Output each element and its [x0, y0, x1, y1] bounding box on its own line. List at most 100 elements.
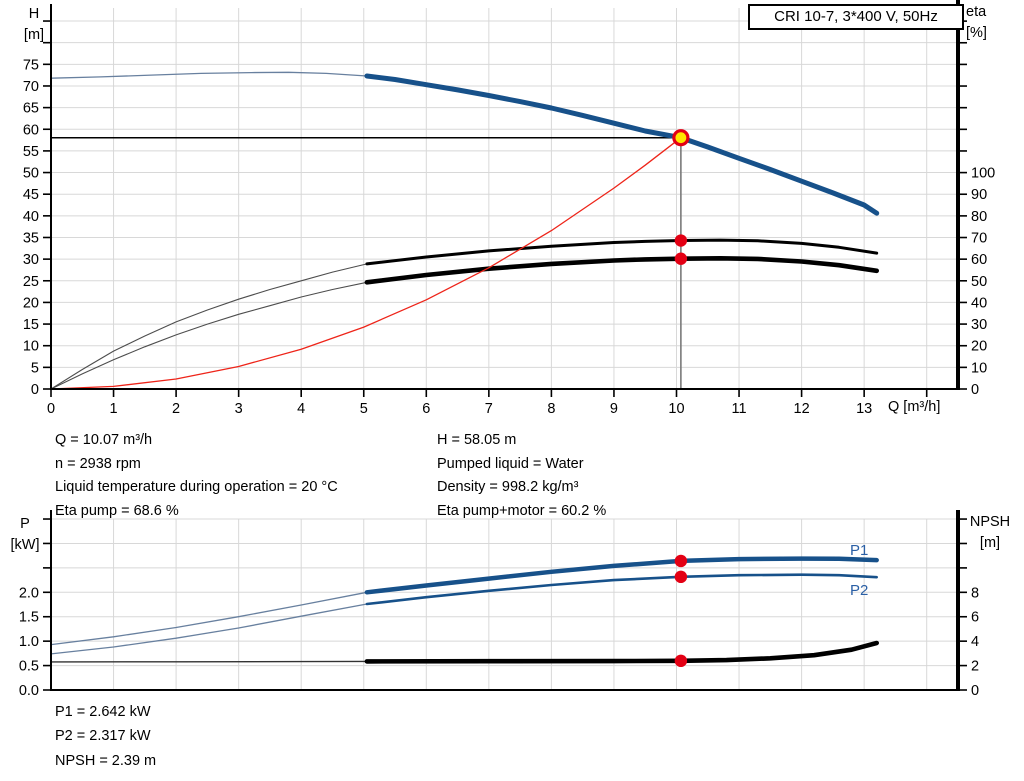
npsh-axis-label: NPSH [m]: [960, 512, 1020, 554]
power-npsh-values-block: P1 = 2.642 kW P2 = 2.317 kW NPSH = 2.39 …: [55, 700, 156, 773]
annotation-line: Pumped liquid = Water: [437, 455, 584, 472]
y-right-tick-label: 30: [971, 317, 987, 333]
p2-curve: [365, 573, 878, 606]
qh-curve: [364, 73, 880, 216]
p1-curve: [364, 556, 879, 595]
y-right-tick-label: 8: [971, 585, 979, 601]
h-axis-name: H: [28, 6, 40, 22]
y-right-tick-label: 0: [971, 382, 979, 398]
x-tick-label: 10: [668, 401, 684, 417]
operating-point-dot: [674, 654, 688, 668]
x-tick-label: 6: [422, 401, 430, 417]
y-right-tick-label: 6: [971, 610, 979, 626]
p1-curve-label: P1: [850, 542, 869, 559]
duty-point-marker[interactable]: [672, 129, 690, 147]
x-tick-label: 2: [172, 401, 180, 417]
y-left-tick-label: 15: [23, 317, 39, 333]
y-left-tick-label: 65: [23, 101, 39, 117]
duty-data-right-column: H = 58.05 m Pumped liquid = Water Densit…: [437, 429, 606, 523]
y-left-tick-label: 55: [23, 144, 39, 160]
npsh-axis-unit: [m]: [979, 535, 1001, 551]
y-left-tick-label: 50: [23, 166, 39, 182]
h-axis-label: H [m]: [14, 4, 54, 46]
annotation-line: n = 2938 rpm: [55, 455, 141, 472]
system-curve: [50, 137, 682, 390]
eta-axis-label: eta [%]: [966, 2, 1006, 44]
p2-curve-label: P2: [850, 582, 869, 599]
eta-axis-name: eta: [966, 4, 987, 20]
y-left-tick-label: 1.0: [19, 634, 39, 650]
annotation-line: Q = 10.07 m³/h: [55, 432, 153, 448]
y-left-tick-label: 45: [23, 187, 39, 203]
duty-data-left-column: Q = 10.07 m³/h n = 2938 rpm Liquid tempe…: [55, 429, 338, 523]
y-right-tick-label: 20: [971, 339, 987, 355]
x-tick-label: 7: [485, 401, 493, 417]
qh-curve-thin: [50, 71, 368, 79]
y-left-tick-label: 20: [23, 295, 39, 311]
annotation-line: P2 = 2.317 kW: [55, 728, 151, 745]
eta-pump-curve-thin: [50, 263, 368, 390]
annotation-line: H = 58.05 m: [437, 432, 517, 448]
npsh-curve-thin: [50, 660, 368, 663]
p-axis-label: P [kW]: [2, 514, 48, 556]
y-left-tick-label: 40: [23, 209, 39, 225]
p-axis-name: P: [20, 516, 30, 532]
eta-pump-motor-curve-thin: [50, 281, 368, 390]
x-tick-label: 11: [732, 401, 747, 417]
operating-point-dot: [674, 570, 688, 584]
y-right-tick-label: 50: [971, 274, 987, 290]
x-tick-label: 8: [547, 401, 555, 417]
x-tick-label: 5: [360, 401, 368, 417]
x-tick-label: 3: [235, 401, 243, 417]
x-tick-label: 9: [610, 401, 618, 417]
y-left-tick-label: 0: [31, 382, 39, 398]
eta-pump-motor-curve: [364, 256, 879, 285]
p2-curve-thin: [50, 603, 368, 655]
q-axis-label: Q [m³/h]: [888, 399, 941, 415]
y-right-tick-label: 4: [971, 634, 979, 650]
annotation-line: NPSH = 2.39 m: [55, 752, 157, 769]
annotation-line: Liquid temperature during operation = 20…: [55, 479, 338, 495]
p1-curve-thin: [50, 591, 368, 646]
operating-point-dot: [674, 234, 688, 247]
y-right-tick-label: 80: [971, 209, 987, 225]
x-tick-label: 12: [794, 401, 810, 417]
annotation-line: P1 = 2.642 kW: [55, 704, 151, 720]
y-left-tick-label: 0.5: [19, 659, 39, 675]
y-right-tick-label: 100: [971, 166, 995, 182]
y-left-tick-label: 60: [23, 122, 39, 138]
y-left-tick-label: 0.0: [19, 683, 39, 699]
y-right-tick-label: 40: [971, 295, 987, 311]
y-left-tick-label: 75: [23, 57, 39, 73]
y-left-tick-label: 70: [23, 79, 39, 95]
x-tick-label: 0: [47, 401, 55, 417]
y-left-tick-label: 1.5: [19, 610, 39, 626]
eta-axis-unit: [%]: [966, 25, 987, 41]
y-right-tick-label: 70: [971, 231, 987, 247]
x-tick-label: 13: [856, 401, 872, 417]
y-left-tick-label: 5: [31, 360, 39, 376]
y-right-tick-label: 0: [971, 683, 979, 699]
y-right-tick-label: 10: [971, 360, 987, 376]
annotation-line: Eta pump+motor = 60.2 %: [437, 502, 607, 519]
y-right-tick-label: 2: [971, 659, 979, 675]
annotation-line: Eta pump = 68.6 %: [55, 502, 179, 519]
eta-pump-curve: [365, 238, 879, 266]
y-right-tick-label: 60: [971, 252, 987, 268]
y-left-tick-label: 30: [23, 252, 39, 268]
pump-title-box: CRI 10-7, 3*400 V, 50Hz: [748, 4, 964, 30]
x-tick-label: 4: [297, 401, 305, 417]
x-tick-label: 1: [110, 401, 118, 417]
h-axis-unit: [m]: [23, 27, 45, 43]
y-left-tick-label: 10: [23, 339, 39, 355]
npsh-axis-name: NPSH: [969, 514, 1011, 530]
npsh-curve: [364, 640, 879, 664]
p-axis-unit: [kW]: [10, 537, 40, 553]
annotation-line: Density = 998.2 kg/m³: [437, 479, 579, 495]
y-left-tick-label: 35: [23, 230, 39, 246]
operating-point-dot: [674, 252, 688, 265]
y-right-tick-label: 90: [971, 187, 987, 203]
operating-point-dot: [674, 554, 688, 568]
